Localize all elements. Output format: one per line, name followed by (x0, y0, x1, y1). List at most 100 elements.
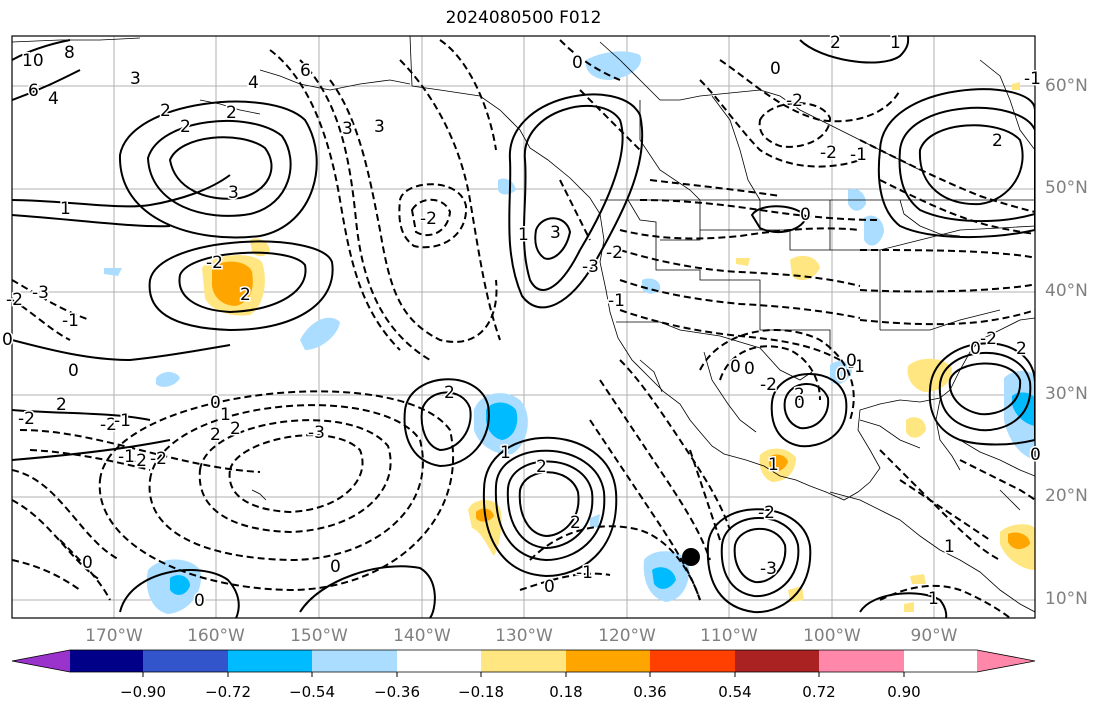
lat-label-60n: 60°N (1045, 76, 1088, 96)
contour-label: -1 (576, 563, 593, 583)
colorbar-tick-label: 0.18 (549, 683, 583, 701)
colorbar-cell (143, 650, 228, 672)
contour-label: 6 (300, 61, 311, 81)
lat-label-10n: 10°N (1045, 589, 1088, 609)
contour-label: 3 (130, 69, 141, 89)
lon-label-90w: 90°W (910, 626, 958, 646)
contour-label: -2 (206, 253, 223, 273)
contour-label: 2 (830, 33, 841, 53)
graticule (12, 36, 1035, 618)
contour-label: 0 (744, 359, 755, 379)
contour-label: 0 (846, 351, 857, 371)
contour-label: -1 (848, 357, 865, 377)
contour-label: 0 (572, 53, 583, 73)
contour-label: 3 (374, 117, 385, 137)
lon-label-100w: 100°W (803, 626, 861, 646)
contour-label: -1 (62, 311, 79, 331)
colorbar-tick-label: −0.90 (120, 683, 166, 701)
contour-label: 1 (500, 443, 511, 463)
contour-label: 1 (890, 33, 901, 53)
contour-label: 2 (794, 385, 805, 405)
lon-label-170w: 170°W (85, 626, 143, 646)
contour-label: -2 (18, 409, 35, 429)
contour-label: 1 (944, 537, 955, 557)
colorbar-tick-label: −0.72 (205, 683, 251, 701)
colorbar-cell (70, 650, 143, 672)
contour-label: 4 (48, 89, 59, 109)
dashed-contours (12, 39, 1035, 618)
lon-label-140w: 140°W (393, 626, 451, 646)
lon-label-110w: 110°W (700, 626, 758, 646)
contour-label: 0 (794, 393, 805, 413)
contour-label: -1 (118, 447, 135, 467)
location-marker (682, 548, 700, 566)
contour-label: 0 (2, 330, 13, 350)
colorbar-cell (566, 650, 650, 672)
contour-label: -1 (850, 145, 867, 165)
contour-label: 6 (28, 81, 39, 101)
lon-label-160w: 160°W (187, 626, 245, 646)
colorbar-cell (397, 650, 481, 672)
contour-label: -2 (6, 290, 23, 310)
contour-label: 0 (330, 557, 341, 577)
contour-label: -2 (420, 209, 437, 229)
contour-label: 0 (836, 365, 847, 385)
colorbar-cell (228, 650, 312, 672)
colorbar-tick-label: −0.54 (289, 683, 335, 701)
contour-label: 2 (210, 425, 221, 445)
contour-label: 1 (60, 199, 71, 219)
contour-label: 0 (730, 357, 741, 377)
colorbar-tick-label: 0.90 (887, 683, 921, 701)
contour-label: 0 (210, 393, 221, 413)
contour-label: 4 (248, 73, 259, 93)
contour-label: -2 (786, 91, 803, 111)
colorbar-cell (481, 650, 566, 672)
contour-label: 2 (992, 131, 1003, 151)
lon-label-120w: 120°W (598, 626, 656, 646)
contour-label: 0 (970, 339, 981, 359)
contour-label: -1 (114, 411, 131, 431)
contour-label: 2 (240, 285, 251, 305)
contour-label: 2 (226, 103, 237, 123)
contour-label: 3 (550, 223, 561, 243)
contour-label: 0 (544, 577, 555, 597)
colorbar-tick-label: −0.18 (458, 683, 504, 701)
colorbar (11, 649, 1036, 677)
contour-label: -2 (760, 375, 777, 395)
contour-label: 2 (160, 101, 171, 121)
lon-label-150w: 150°W (290, 626, 348, 646)
contour-label: 0 (194, 591, 205, 611)
contour-label: -2 (130, 451, 147, 471)
contour-label: 2 (56, 395, 67, 415)
colorbar-extend-low (12, 650, 70, 672)
contour-label: 1 (518, 225, 529, 245)
map-frame (11, 35, 1036, 619)
map-title: 2024080500 F012 (445, 8, 602, 28)
contour-label: 10 (22, 51, 44, 71)
lat-label-30n: 30°N (1045, 384, 1088, 404)
contour-label: -1 (608, 291, 625, 311)
contour-label: 0 (82, 553, 93, 573)
contour-label: -1 (1024, 69, 1041, 89)
contour-label: -3 (582, 257, 599, 277)
contour-label: -3 (308, 423, 325, 443)
contour-label: 2 (536, 457, 547, 477)
contour-label: 2 (570, 513, 581, 533)
contour-label: -2 (606, 243, 623, 263)
colorbar-tick-label: 0.36 (633, 683, 667, 701)
contour-label: 0 (1030, 445, 1041, 465)
colorbar-cell (650, 650, 735, 672)
contour-label: 2 (230, 419, 241, 439)
colorbar-cell (735, 650, 819, 672)
contour-label: 3 (342, 119, 353, 139)
colorbar-cell (312, 650, 397, 672)
colorbar-tick-label: 0.72 (802, 683, 836, 701)
contour-label: 0 (800, 205, 811, 225)
lat-label-20n: 20°N (1045, 486, 1088, 506)
lon-label-130w: 130°W (495, 626, 553, 646)
shaded-regions (104, 51, 1035, 614)
contour-label: 2 (1016, 339, 1027, 359)
contour-label: 8 (64, 43, 75, 63)
colorbar-cell (819, 650, 904, 672)
